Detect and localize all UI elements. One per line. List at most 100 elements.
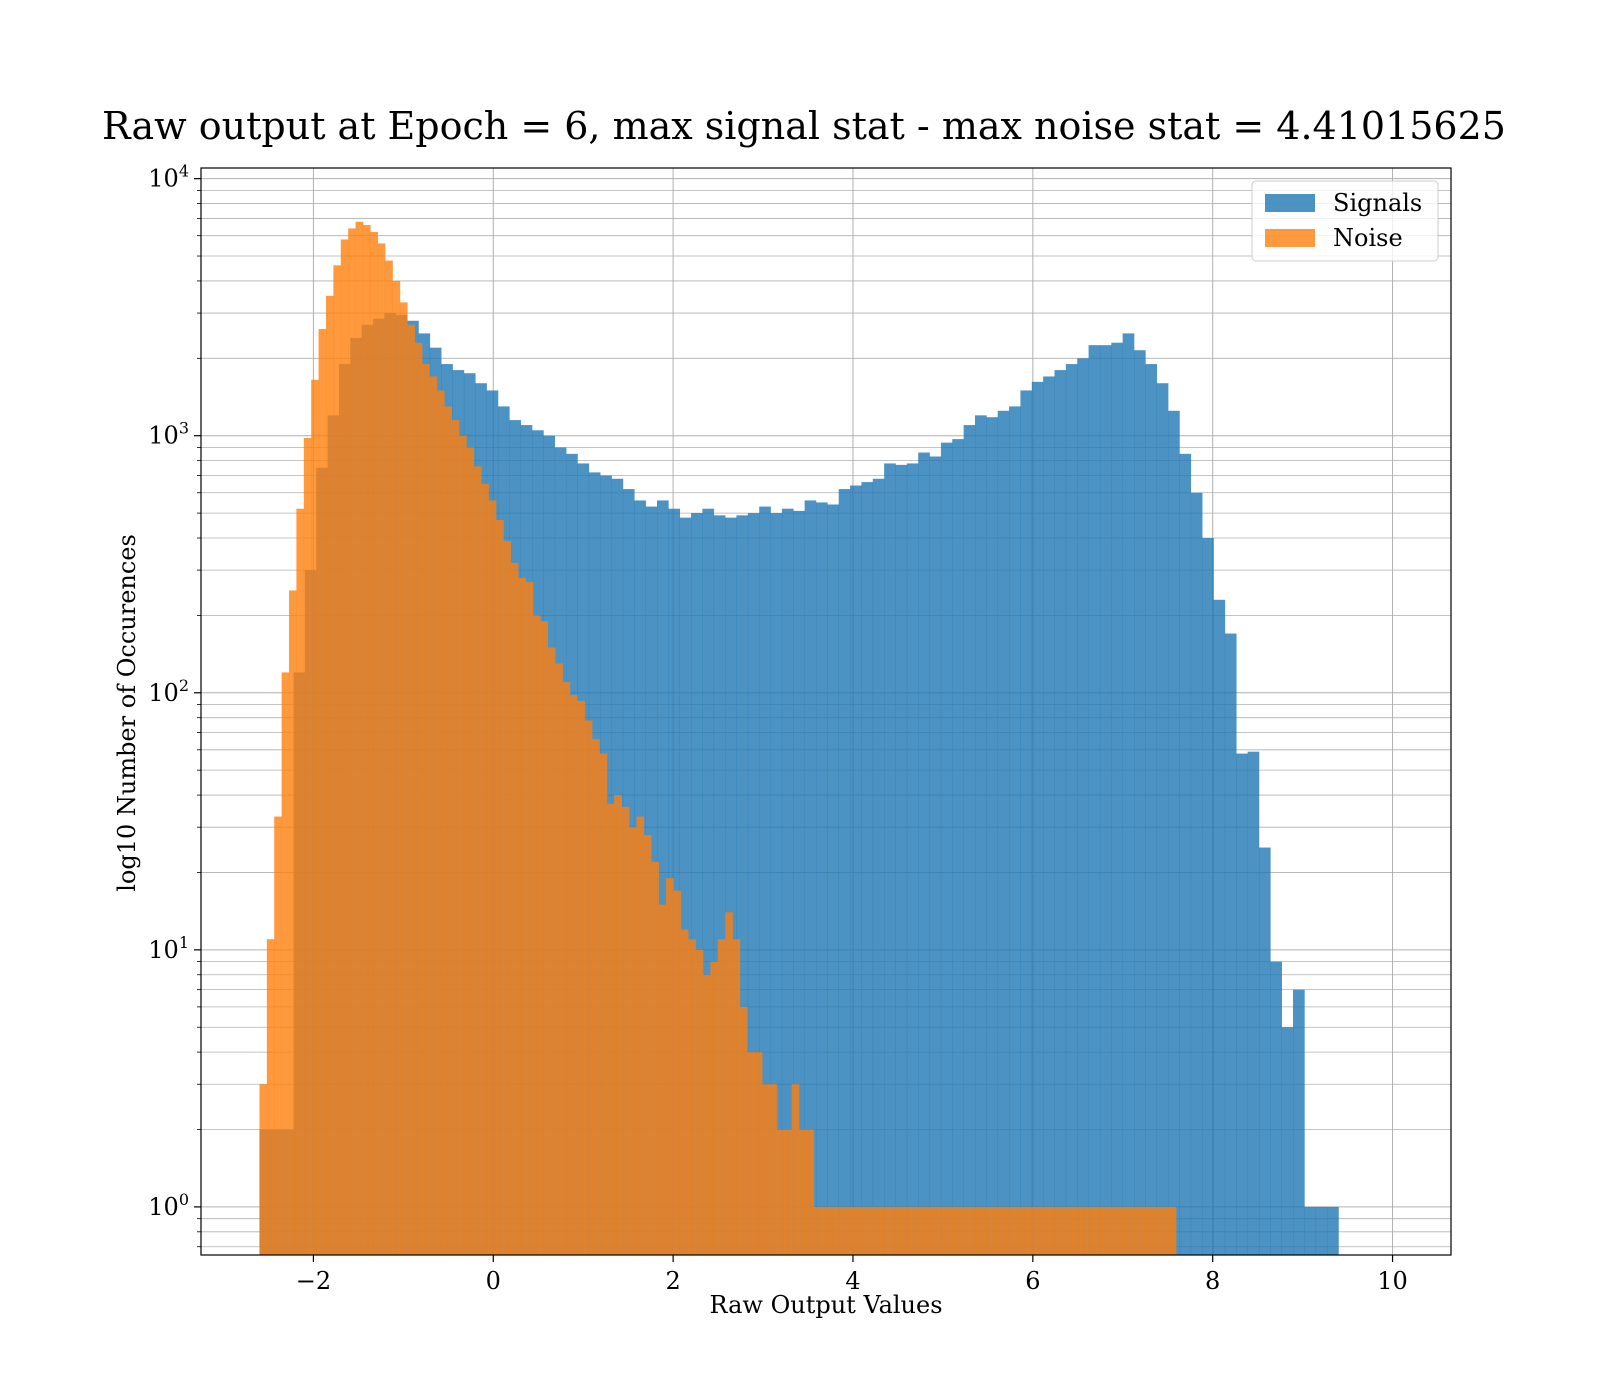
signals-bar — [1031, 381, 1044, 1256]
noise-bar — [503, 540, 512, 1255]
noise-bar — [880, 1206, 889, 1255]
noise-bar — [1013, 1206, 1022, 1255]
noise-bar — [1161, 1206, 1169, 1255]
noise-bar — [939, 1206, 948, 1255]
noise-bar — [932, 1206, 940, 1255]
noise-bar — [688, 939, 696, 1255]
noise-bar — [259, 1084, 268, 1255]
y-axis-label: log10 Number of Occurences — [113, 534, 141, 892]
noise-bar — [858, 1206, 866, 1255]
signals-bar — [1122, 333, 1135, 1256]
signals-bar — [725, 517, 737, 1255]
noise-bar — [806, 1129, 815, 1255]
noise-bar — [488, 500, 497, 1256]
signals-bar — [1020, 390, 1033, 1255]
signals-bar — [1247, 751, 1260, 1255]
noise-bar — [843, 1206, 852, 1255]
signals-bar — [1327, 1206, 1339, 1255]
noise-bar — [303, 437, 312, 1256]
noise-bar — [776, 1129, 785, 1255]
signals-bar — [691, 513, 703, 1255]
noise-bar — [436, 390, 445, 1255]
noise-bar — [872, 1206, 881, 1255]
x-tick-label: 0 — [486, 1267, 501, 1295]
noise-bar — [540, 621, 549, 1255]
signals-bar — [747, 513, 760, 1255]
noise-bar — [444, 406, 452, 1255]
noise-bar — [392, 280, 401, 1255]
axis-ticks: −2 0 2 4 6 8 10 100 101 102 103 104 — [148, 162, 1408, 1295]
noise-bar — [1116, 1206, 1125, 1255]
noise-bar — [909, 1206, 918, 1255]
noise-bar — [946, 1206, 955, 1255]
noise-bar — [296, 508, 305, 1255]
signals-bar — [770, 513, 783, 1255]
noise-bar — [969, 1206, 977, 1255]
noise-bar — [902, 1206, 911, 1255]
noise-bar — [274, 816, 282, 1255]
signals-bar — [952, 439, 964, 1255]
signals-bar — [736, 515, 749, 1255]
signals-bar — [1293, 989, 1305, 1255]
noise-bar — [614, 795, 622, 1255]
noise-bar — [599, 753, 608, 1255]
signals-bar — [781, 508, 794, 1255]
noise-bar — [762, 1084, 770, 1255]
noise-bar — [547, 647, 556, 1255]
signals-bar — [793, 510, 805, 1255]
signals-bar — [1156, 383, 1169, 1255]
noise-bar — [739, 1006, 748, 1255]
noise-bar — [828, 1206, 837, 1255]
noise-bar — [1079, 1206, 1088, 1255]
noise-bar — [1168, 1206, 1177, 1255]
noise-bar — [606, 803, 615, 1255]
noise-bar — [680, 929, 689, 1255]
noise-bar — [836, 1206, 844, 1255]
signals-bar — [815, 502, 828, 1255]
noise-bar — [1072, 1206, 1081, 1255]
signals-bar — [884, 463, 896, 1255]
signals-bar — [963, 425, 976, 1255]
signals-bar — [1111, 342, 1123, 1255]
noise-bar — [429, 376, 438, 1255]
signals-bar — [656, 500, 669, 1256]
noise-bar — [451, 420, 460, 1255]
y-tick-label: 104 — [148, 162, 189, 193]
noise-bar — [754, 1052, 763, 1255]
noise-bar — [1139, 1206, 1147, 1255]
noise-bar — [385, 260, 393, 1255]
series-noise — [259, 221, 1177, 1256]
noise-bar — [702, 974, 711, 1255]
noise-bar — [976, 1206, 985, 1255]
signals-bar — [679, 517, 692, 1255]
noise-bar — [1020, 1206, 1029, 1255]
noise-bar — [636, 816, 645, 1255]
signals-bar — [861, 482, 874, 1255]
noise-bar — [289, 590, 297, 1255]
noise-bar — [1109, 1206, 1118, 1255]
noise-bar — [1153, 1206, 1162, 1255]
noise-bar — [348, 228, 356, 1255]
legend-swatch-noise — [1265, 229, 1315, 247]
legend-label-signals: Signals — [1333, 189, 1422, 217]
noise-bar — [1006, 1206, 1014, 1255]
noise-bar — [769, 1084, 778, 1255]
noise-bar — [318, 329, 327, 1255]
noise-bar — [673, 890, 682, 1255]
y-tick-label: 103 — [148, 419, 189, 450]
noise-bar — [717, 939, 726, 1255]
signals-bar — [1009, 406, 1021, 1255]
histogram-bars — [259, 221, 1339, 1256]
y-tick-label: 101 — [148, 933, 189, 964]
noise-bar — [747, 1052, 756, 1255]
signals-bar — [759, 506, 771, 1255]
noise-bar — [555, 663, 563, 1255]
noise-bar — [813, 1206, 822, 1255]
x-tick-label: −2 — [296, 1267, 331, 1295]
noise-bar — [732, 939, 741, 1255]
noise-bar — [1087, 1206, 1096, 1255]
signals-bar — [1134, 350, 1146, 1256]
noise-bar — [562, 682, 571, 1255]
noise-bar — [791, 1084, 800, 1255]
